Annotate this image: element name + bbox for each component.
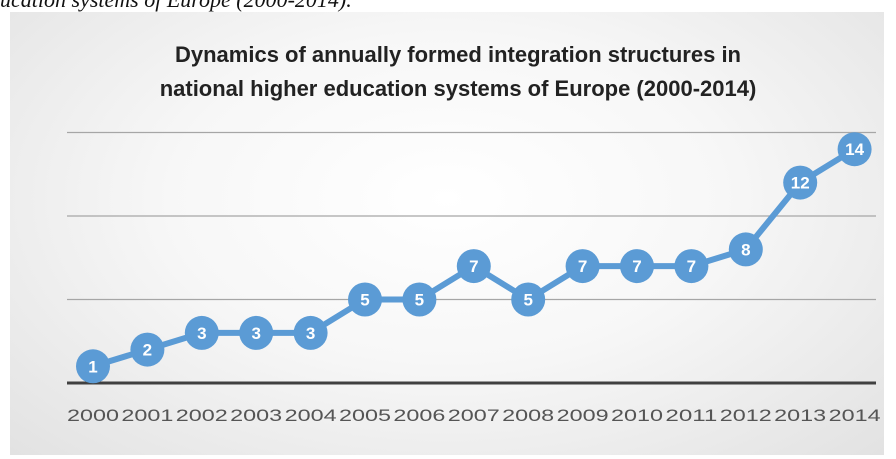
data-label-2002: 3 bbox=[197, 324, 206, 343]
data-label-2011: 7 bbox=[687, 257, 696, 276]
x-tick-label-2007: 2007 bbox=[448, 406, 500, 425]
x-tick-label-2013: 2013 bbox=[774, 406, 826, 425]
chart-title-line-1: Dynamics of annually formed integration … bbox=[175, 42, 741, 67]
x-tick-label-2004: 2004 bbox=[285, 406, 337, 425]
data-label-2003: 3 bbox=[251, 324, 260, 343]
data-label-2008: 5 bbox=[523, 291, 532, 310]
data-point-2012 bbox=[728, 232, 763, 267]
chart-panel: Dynamics of annually formed integration … bbox=[10, 12, 884, 455]
figure-caption: ucation systems of Europe (2000-2014). bbox=[0, 0, 700, 13]
data-point-2004 bbox=[293, 315, 328, 350]
data-label-2001: 2 bbox=[143, 341, 152, 360]
data-label-2014: 14 bbox=[845, 140, 864, 159]
data-point-2005 bbox=[348, 282, 382, 317]
x-tick-label-2000: 2000 bbox=[67, 406, 119, 425]
x-tick-label-2009: 2009 bbox=[557, 406, 609, 425]
data-label-2006: 5 bbox=[415, 291, 424, 310]
data-point-2010 bbox=[620, 249, 654, 284]
x-tick-label-2005: 2005 bbox=[339, 406, 391, 425]
x-tick-label-2001: 2001 bbox=[121, 406, 173, 425]
data-label-2009: 7 bbox=[578, 257, 587, 276]
x-tick-label-2006: 2006 bbox=[393, 406, 445, 425]
chart-title: Dynamics of annually formed integration … bbox=[40, 38, 876, 106]
data-point-2001 bbox=[130, 332, 165, 367]
data-point-2013 bbox=[783, 165, 818, 200]
data-point-2011 bbox=[674, 249, 709, 284]
x-tick-label-2014: 2014 bbox=[829, 406, 881, 425]
data-label-2013: 12 bbox=[791, 174, 810, 193]
x-tick-label-2008: 2008 bbox=[502, 406, 554, 425]
data-point-2006 bbox=[402, 282, 437, 317]
data-label-2004: 3 bbox=[306, 324, 315, 343]
x-tick-label-2002: 2002 bbox=[176, 406, 228, 425]
data-label-2005: 5 bbox=[360, 291, 369, 310]
data-point-2014 bbox=[837, 132, 872, 167]
data-label-2007: 7 bbox=[469, 257, 478, 276]
chart-title-line-2: national higher education systems of Eur… bbox=[159, 76, 757, 101]
data-point-2007 bbox=[456, 249, 491, 284]
x-tick-label-2003: 2003 bbox=[230, 406, 282, 425]
data-label-2000: 1 bbox=[88, 357, 97, 376]
x-tick-label-2011: 2011 bbox=[665, 406, 717, 425]
data-point-2003 bbox=[239, 315, 274, 350]
data-label-2012: 8 bbox=[741, 240, 750, 259]
data-label-2010: 7 bbox=[632, 257, 641, 276]
x-tick-label-2012: 2012 bbox=[720, 406, 772, 425]
data-point-2008 bbox=[511, 282, 546, 317]
data-point-2009 bbox=[565, 249, 600, 284]
data-point-2002 bbox=[184, 315, 219, 350]
data-point-2000 bbox=[76, 349, 110, 384]
x-tick-label-2010: 2010 bbox=[611, 406, 663, 425]
